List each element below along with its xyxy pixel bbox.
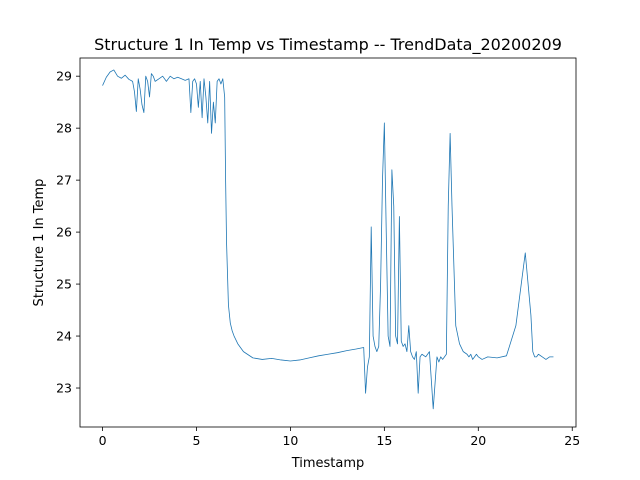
y-tick-label: 29 (56, 69, 72, 84)
plot-area (79, 57, 577, 428)
y-tick-label: 25 (56, 277, 72, 292)
x-tick-label: 15 (376, 433, 392, 448)
y-tick-label: 23 (56, 381, 72, 396)
chart-title: Structure 1 In Temp vs Timestamp -- Tren… (94, 35, 562, 55)
x-tick-label: 0 (99, 433, 107, 448)
y-tick-label: 27 (56, 173, 72, 188)
series-line (102, 69, 554, 410)
plot-frame (79, 57, 577, 428)
x-tick-label: 5 (193, 433, 201, 448)
y-tick-label: 26 (56, 225, 72, 240)
x-axis-ticks: 0 5 10 15 20 25 (99, 427, 580, 448)
x-tick-label: 10 (282, 433, 298, 448)
y-tick-label: 24 (56, 329, 72, 344)
y-tick-label: 28 (56, 121, 72, 136)
x-axis-label: Timestamp (291, 456, 365, 471)
y-axis-ticks: 23 24 25 26 27 28 29 (56, 69, 80, 396)
x-tick-label: 25 (564, 433, 580, 448)
x-tick-label: 20 (470, 433, 486, 448)
y-axis-label: Structure 1 In Temp (32, 179, 47, 307)
